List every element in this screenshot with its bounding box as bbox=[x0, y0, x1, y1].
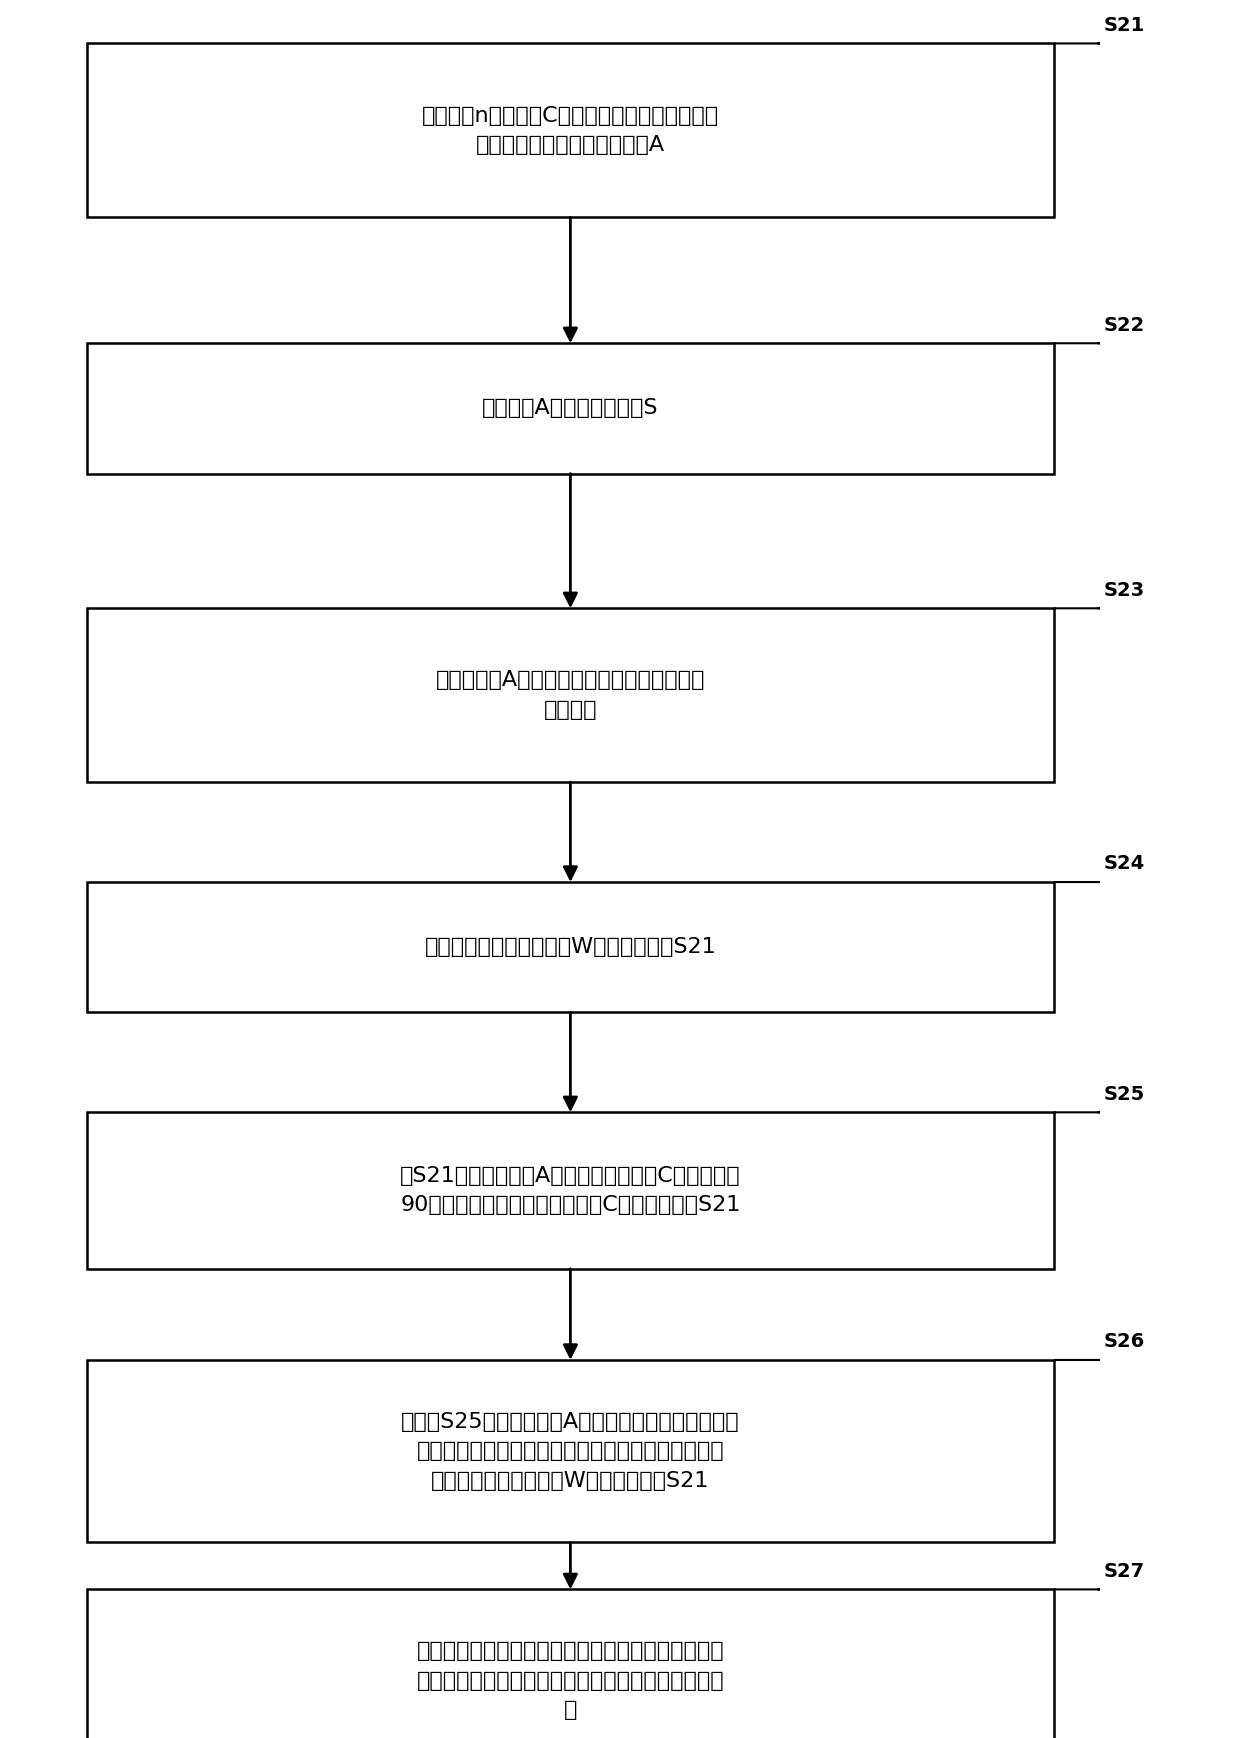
Text: 若当前母板已无法排入剩余零件，则新增一块母板，
将剩余零件按上述步骤排入，直到所有零件都排布完
毕: 若当前母板已无法排入剩余零件，则新增一块母板， 将剩余零件按上述步骤排入，直到所… bbox=[417, 1641, 724, 1721]
Text: S22: S22 bbox=[1104, 316, 1145, 334]
Text: S26: S26 bbox=[1104, 1333, 1145, 1352]
Text: 更新最低水平线剩余宽度W，并执行步骤S21: 更新最低水平线剩余宽度W，并执行步骤S21 bbox=[424, 937, 717, 958]
Text: 从给定的n种零件集C中取零件宽度小于最低水平
线剩余宽度的零件，得到集合A: 从给定的n种零件集C中取零件宽度小于最低水平 线剩余宽度的零件，得到集合A bbox=[422, 106, 719, 155]
Text: S23: S23 bbox=[1104, 580, 1145, 600]
FancyBboxPatch shape bbox=[87, 1589, 1054, 1738]
Text: S21: S21 bbox=[1104, 16, 1145, 35]
Text: 若步骤S25中得到的集合A仍为空集，则在当前最低水
平线的最右端做标记后，然后提高最低水平线，并更
新最低水平线剩余宽度W，并执行步骤S21: 若步骤S25中得到的集合A仍为空集，则在当前最低水 平线的最右端做标记后，然后提… bbox=[401, 1411, 740, 1491]
Text: 选取零件集A中面积最大的零件进行最左最低
原则排样: 选取零件集A中面积最大的零件进行最左最低 原则排样 bbox=[435, 671, 706, 720]
Text: S25: S25 bbox=[1104, 1085, 1145, 1104]
FancyBboxPatch shape bbox=[87, 1112, 1054, 1269]
Text: 若S21中得到的集合A为空集，则对集合C中零件进行
90度旋转，得到旋转后的零件集C，并执行步骤S21: 若S21中得到的集合A为空集，则对集合C中零件进行 90度旋转，得到旋转后的零件… bbox=[401, 1166, 740, 1215]
Text: S27: S27 bbox=[1104, 1562, 1145, 1582]
FancyBboxPatch shape bbox=[87, 608, 1054, 782]
FancyBboxPatch shape bbox=[87, 1359, 1054, 1543]
FancyBboxPatch shape bbox=[87, 43, 1054, 217]
Text: 求出集合A中零件的面积集S: 求出集合A中零件的面积集S bbox=[482, 398, 658, 419]
FancyBboxPatch shape bbox=[87, 344, 1054, 473]
Text: S24: S24 bbox=[1104, 855, 1145, 872]
FancyBboxPatch shape bbox=[87, 883, 1054, 1012]
